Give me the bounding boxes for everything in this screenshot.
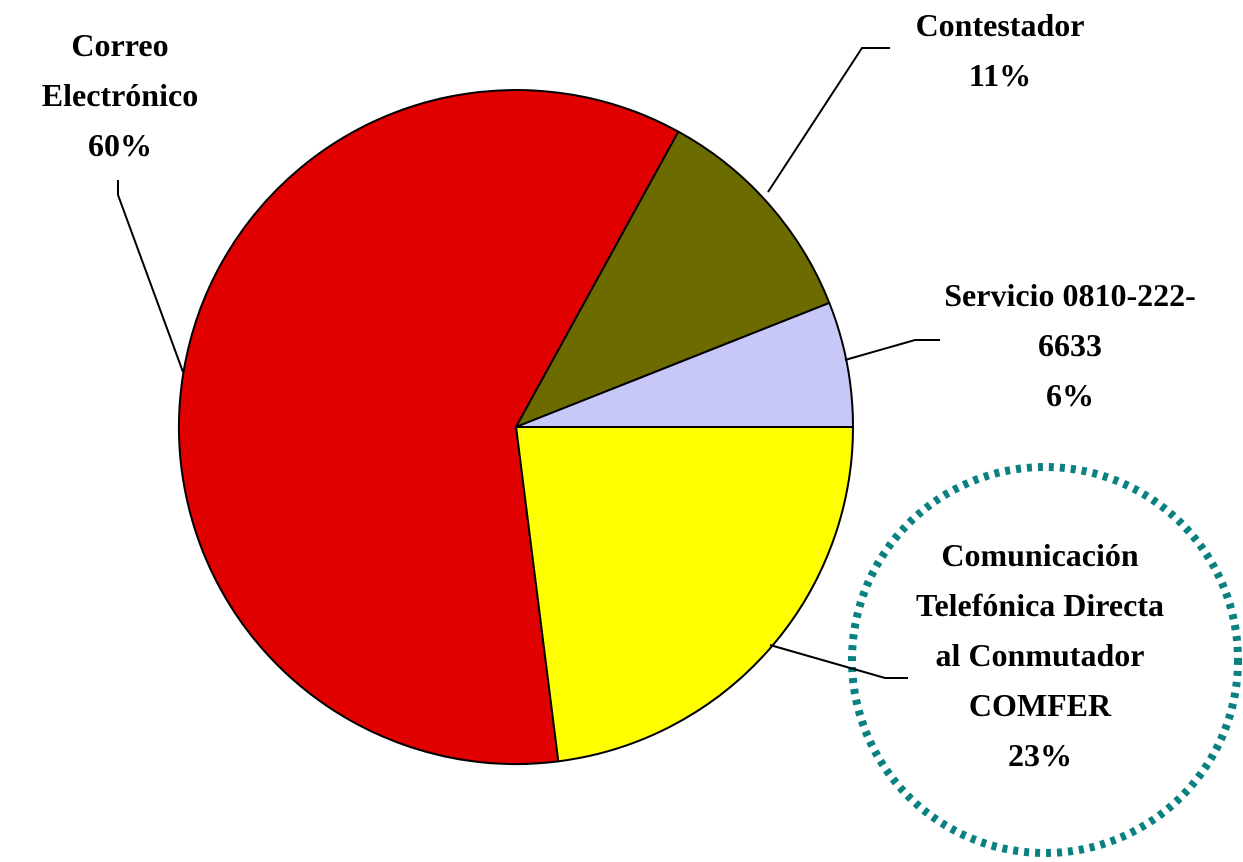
leader-line	[767, 47, 890, 193]
slice-label: Contestador 11%	[880, 0, 1120, 100]
value-label: 60%	[88, 127, 152, 163]
slice-label: Correo Electrónico 60%	[15, 20, 225, 170]
highlight-circle	[848, 463, 1242, 857]
pie	[178, 89, 855, 765]
value-label: 23%	[1008, 737, 1072, 773]
pie-slice	[178, 89, 680, 765]
pie-slice	[515, 301, 855, 428]
value-label: 11%	[968, 57, 1032, 93]
slice-label: Servicio 0810-222-6633 6%	[935, 270, 1205, 420]
category-label: Servicio 0810-222-6633	[944, 277, 1196, 363]
leader-line	[117, 180, 184, 373]
category-label: Comunicación Telefónica Directa al Conmu…	[916, 537, 1164, 723]
value-label: 6%	[1046, 377, 1094, 413]
category-label: Correo Electrónico	[41, 27, 199, 113]
leader-line	[844, 339, 940, 361]
slice-label: Comunicación Telefónica Directa al Conmu…	[915, 530, 1165, 780]
category-label: Contestador	[915, 7, 1085, 43]
pie-slice	[514, 426, 855, 763]
pie-slice	[513, 130, 831, 429]
leader-line	[769, 644, 908, 679]
